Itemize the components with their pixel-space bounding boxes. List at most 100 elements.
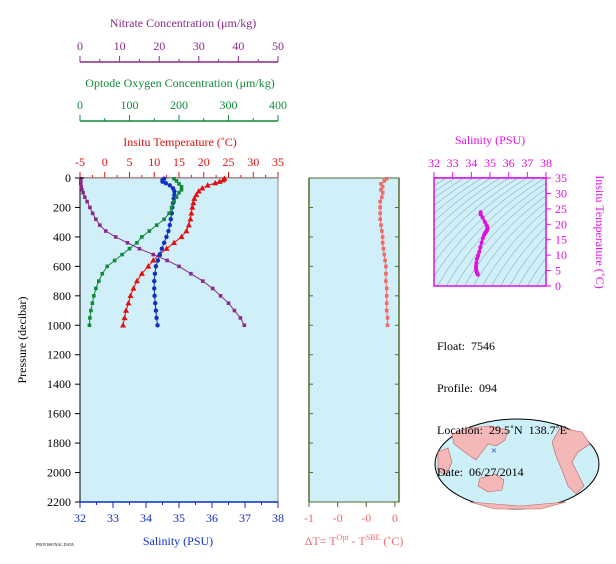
ts-x-tick-label: 32 xyxy=(428,156,440,170)
ts-density-contour xyxy=(434,178,501,232)
delta-point xyxy=(380,195,384,199)
ts-density-contour xyxy=(491,217,546,286)
oxygen-point xyxy=(179,185,184,189)
ts-density-contour xyxy=(434,178,465,199)
map-landmass-australia xyxy=(477,473,505,493)
oxygen-point xyxy=(87,323,92,328)
delta-point xyxy=(379,187,383,192)
ts-y-tick-label: 15 xyxy=(555,233,567,247)
nitrate-point xyxy=(226,301,231,305)
nitrate-point xyxy=(151,252,156,257)
temperature-axis: -5 0 5 10 15 20 25 30 35 xyxy=(75,155,284,179)
salinity-tick-label: 36 xyxy=(206,511,218,525)
temperature-tick-label: 25 xyxy=(223,155,235,169)
ts-density-contour xyxy=(455,188,546,286)
ts-density-contour xyxy=(434,178,483,214)
temperature-tick-label: 20 xyxy=(198,155,210,169)
temperature-tick-label: -5 xyxy=(75,155,85,169)
delta-label-sup1: Opt xyxy=(337,533,350,542)
temperature-point xyxy=(120,322,127,328)
temperature-point xyxy=(204,182,211,188)
temperature-point xyxy=(212,179,219,186)
main-plot-background xyxy=(79,177,279,503)
oxygen-tick-label: 400 xyxy=(269,98,287,112)
salinity-point xyxy=(163,180,168,186)
ts-density-contour xyxy=(434,178,456,193)
salinity-point xyxy=(159,246,165,251)
pressure-tick-label: 1400 xyxy=(47,377,71,391)
ts-y-tick-label: 25 xyxy=(555,202,567,216)
map-landmass-antarctica xyxy=(469,501,567,510)
ts-contours xyxy=(434,178,546,286)
float-info: Float: 7546 Profile: 094 Location: 29.5˚… xyxy=(437,311,567,493)
ts-x-tick-label: 34 xyxy=(465,156,477,170)
ts-plot-frame xyxy=(433,177,547,287)
salinity-point xyxy=(152,278,157,284)
salinity-point xyxy=(166,228,171,234)
temperature-point xyxy=(220,177,227,183)
ts-density-contour xyxy=(434,178,492,223)
temperature-tick-label: 5 xyxy=(127,155,133,169)
salinity-point xyxy=(172,189,177,194)
ts-x-tick-label: 36 xyxy=(503,156,515,170)
temperature-point xyxy=(163,245,170,251)
pressure-tick-label: 1000 xyxy=(47,318,71,332)
ts-top-axis: 32 33 34 35 36 37 38 xyxy=(428,156,552,179)
temperature-tick-label: 35 xyxy=(272,155,284,169)
ts-density-contour xyxy=(437,178,546,286)
oxygen-point xyxy=(177,190,181,195)
delta-point xyxy=(384,294,389,298)
ts-density-contour xyxy=(473,202,546,286)
salinity-tick-label: 38 xyxy=(272,511,284,525)
delta-point xyxy=(382,252,387,257)
oxygen-tick-label: 300 xyxy=(220,98,238,112)
pressure-tick-label: 1600 xyxy=(47,407,71,421)
temperature-point xyxy=(187,216,194,222)
temperature-point xyxy=(191,195,198,201)
ts-density-contour xyxy=(434,178,528,264)
nitrate-point xyxy=(82,195,87,199)
pressure-tick-label: 1200 xyxy=(47,348,71,362)
oxygen-point xyxy=(167,211,171,216)
temperature-point xyxy=(133,277,140,284)
delta-tick-label: -0 xyxy=(361,511,371,525)
nitrate-point xyxy=(78,182,83,186)
salinity-point xyxy=(153,264,159,269)
nitrate-point xyxy=(85,199,89,204)
ts-point xyxy=(482,219,487,224)
temperature-tick-label: 30 xyxy=(247,155,259,169)
salinity-tick-label: 32 xyxy=(74,511,86,525)
world-map: × xyxy=(434,418,600,510)
nitrate-point xyxy=(177,264,181,269)
ts-point xyxy=(474,256,479,261)
delta-point xyxy=(384,264,388,269)
delta-point xyxy=(382,179,387,183)
pressure-tick-label: 0 xyxy=(65,171,71,185)
ts-density-contour xyxy=(482,209,546,286)
delta-point xyxy=(380,235,385,239)
ts-density-contour xyxy=(446,182,546,286)
temperature-point xyxy=(183,227,190,234)
pressure-tick-label: 1800 xyxy=(47,436,71,450)
pressure-tick-label: 800 xyxy=(53,289,71,303)
oxygen-point xyxy=(100,271,105,276)
salinity-point xyxy=(167,222,172,228)
delta-point xyxy=(378,205,382,210)
temperature-axis-label: Insitu Temperature (˚C) xyxy=(123,135,237,149)
ts-density-contour xyxy=(527,257,546,286)
delta-series xyxy=(378,176,390,328)
temperature-point xyxy=(127,292,134,299)
delta-point xyxy=(383,258,387,263)
oxygen-point xyxy=(174,179,179,183)
delta-point xyxy=(384,279,388,283)
ts-y-tick-label: 20 xyxy=(555,217,567,231)
nitrate-point xyxy=(81,190,85,195)
delta-point xyxy=(379,223,383,227)
temperature-point xyxy=(150,257,157,263)
delta-point xyxy=(379,182,383,186)
delta-label-prefix: ΔT= T xyxy=(305,534,338,548)
nitrate-tick-label: 30 xyxy=(193,39,205,53)
ts-point xyxy=(484,223,489,228)
